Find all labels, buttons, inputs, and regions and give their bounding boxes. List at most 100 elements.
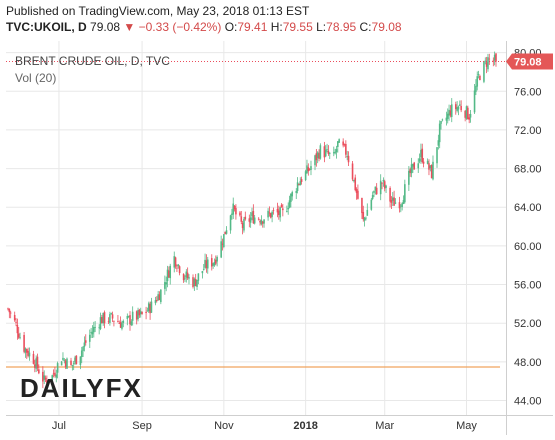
candle-body [15,321,17,323]
candle-body [27,350,29,356]
candle-body [335,149,338,153]
candle-body [282,208,284,211]
candle-body [225,230,228,234]
candle-body [304,171,307,181]
candle-body [149,304,151,314]
candle-body [186,272,189,279]
chart-frame: 44.00 48.00 52.00 56.00 60.00 64.00 68.00 72.00… [6,41,553,435]
y-tick-label: 48.00 [514,357,542,369]
candle-body [224,231,226,235]
candle-body [185,271,188,278]
candle-body [94,327,96,328]
x-tick-label: Sep [132,420,152,432]
candle-body [28,352,31,357]
candle-body [55,374,58,378]
price-chart[interactable]: 44.00 48.00 52.00 56.00 60.00 64.00 68.00 72.00… [6,41,553,435]
candle-body [52,373,55,375]
candle-body [404,184,406,203]
candle-body [47,381,50,383]
open-label: O: [224,20,238,34]
candle-body [130,321,133,325]
candle-body [239,212,241,216]
candle-body [156,299,158,301]
candle-body [98,327,100,329]
candle-body [373,190,375,193]
candle-body [379,180,382,195]
candle-body [7,308,9,310]
candle-body [464,110,466,118]
candle-body [44,377,47,380]
candle-body [436,147,438,164]
y-tick-label: 52.00 [514,318,542,330]
time-axis[interactable]: Jul Sep Nov 2018 Mar May [6,415,553,433]
candle-body [485,62,488,67]
candle-body [93,326,95,333]
candle-body [484,60,487,62]
candle-body [267,210,269,218]
price-axis[interactable]: 44.00 48.00 52.00 56.00 60.00 64.00 68.00 72.00… [506,41,553,435]
candle-body [82,346,84,351]
candle-body [184,278,186,280]
candle-body [291,192,294,197]
candle-body [158,294,161,301]
candle-body [383,181,386,189]
candle-body [253,217,256,224]
candle-body [307,167,310,172]
candle-body [426,160,429,164]
candle-body [107,321,110,323]
candle-body [412,163,414,167]
candle-body [408,170,410,185]
candle-body [188,277,190,279]
candle-body [147,303,150,312]
price-tag-text: 79.08 [514,56,542,68]
candle-body [216,256,218,262]
chart-grid [6,41,506,415]
quote-line: TVC:UKOIL, D 79.08 ▼ −0.33 (−0.42%) O:79… [6,19,551,35]
candle-body [241,222,244,229]
candle-body [201,271,204,274]
candle-body [34,364,36,368]
candle-body [174,257,177,267]
candle-body [493,54,496,61]
candle-body [363,217,366,221]
candle-body [361,197,363,214]
candle-body [391,197,394,201]
candle-body [16,324,19,334]
candle-body [382,179,385,182]
candle-body [271,211,273,217]
candle-body [476,76,479,87]
candle-body [38,369,40,374]
candle-body [346,156,348,157]
candle-body [204,259,206,268]
candle-body [223,234,225,248]
candle-body [316,152,319,159]
candle-body [479,75,481,81]
candle-body [298,184,300,185]
candle-body [213,261,216,266]
candle-body [456,107,458,111]
y-tick-label: 44.00 [514,396,542,408]
candle-body [290,193,292,202]
candle-body [154,300,157,304]
candle-body [263,219,265,224]
candle-body [473,90,476,113]
candle-body [371,194,374,199]
candle-body [79,356,82,366]
candle-body [347,155,350,163]
candle-body [450,104,453,117]
candle-body [64,360,67,368]
candle-body [488,58,491,60]
candle-body [334,151,336,154]
candle-body [390,200,393,203]
candle-body [338,139,340,143]
candle-body [375,187,378,195]
candle-body [122,321,125,323]
candle-body [157,294,159,301]
candle-body [192,277,194,287]
candle-body [402,200,405,204]
candle-body [465,106,468,119]
candle-body [366,209,369,216]
candle-body [160,289,162,303]
candle-body [257,218,260,220]
candle-body [421,148,424,163]
